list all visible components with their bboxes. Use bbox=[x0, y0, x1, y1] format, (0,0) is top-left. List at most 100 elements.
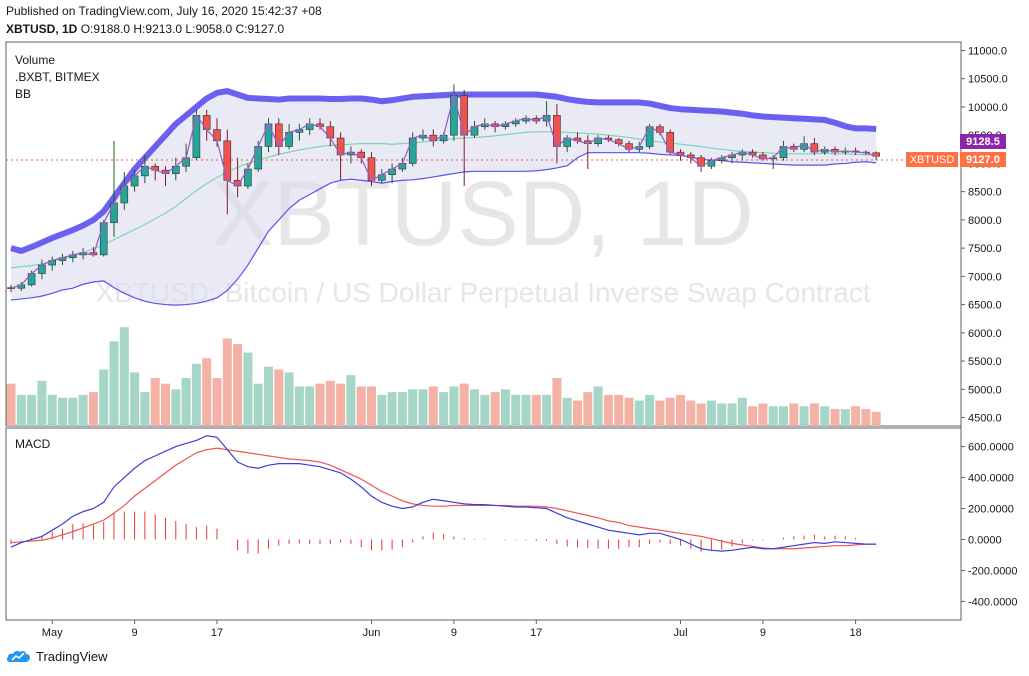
volume-bar bbox=[665, 397, 675, 426]
volume-bar bbox=[212, 378, 222, 426]
time-tick-label: 9 bbox=[760, 627, 766, 639]
macd-axis[interactable]: 600.0000 400.0000 200.0000 0.0000 -200.0000 -… bbox=[961, 442, 1018, 609]
volume-bar bbox=[645, 394, 655, 426]
volume-bar bbox=[737, 397, 747, 426]
tradingview-cloud-icon bbox=[6, 650, 30, 662]
volume-bar bbox=[88, 392, 98, 426]
volume-bar bbox=[6, 383, 16, 426]
volume-bar bbox=[500, 389, 510, 426]
volume-bar bbox=[181, 378, 191, 426]
price-tick-label: 5000.0 bbox=[968, 384, 1002, 396]
price-tick-label: 6000.0 bbox=[968, 328, 1002, 340]
volume-bar bbox=[243, 352, 253, 426]
tradingview-brand: TradingView bbox=[36, 648, 108, 664]
time-tick-label: 17 bbox=[530, 627, 542, 639]
volume-bar bbox=[459, 383, 469, 426]
close-line bbox=[10, 93, 877, 289]
volume-bar bbox=[727, 403, 737, 426]
legend-source: .BXBT, BITMEX bbox=[15, 70, 100, 84]
volume-bar bbox=[851, 406, 861, 426]
price-tick-label: 7000.0 bbox=[968, 271, 1002, 283]
volume-bar bbox=[202, 358, 212, 426]
volume-bar bbox=[830, 409, 840, 426]
volume-bar bbox=[253, 383, 263, 426]
volume-bar bbox=[264, 366, 273, 426]
price-tick-label: 5500.0 bbox=[968, 356, 1002, 368]
price-tick-label: 8500.0 bbox=[968, 187, 1002, 199]
candle-body bbox=[99, 222, 108, 256]
volume-bar bbox=[840, 409, 850, 426]
macd-line bbox=[10, 435, 877, 552]
macd-tick-label: -200.0000 bbox=[968, 565, 1018, 577]
volume-bar bbox=[16, 394, 26, 426]
volume-bar bbox=[336, 383, 346, 426]
volume-bar bbox=[274, 369, 284, 426]
candle-body bbox=[285, 132, 293, 147]
volume-bar bbox=[161, 383, 170, 426]
volume-bar bbox=[408, 389, 418, 426]
price-tick-label: 10500.0 bbox=[968, 74, 1008, 86]
volume-bar bbox=[511, 394, 521, 426]
volume-bar bbox=[583, 392, 593, 426]
volume-bar bbox=[325, 380, 335, 426]
macd-tick-label: 600.0000 bbox=[968, 442, 1014, 454]
volume-bar bbox=[614, 394, 624, 426]
volume-bar bbox=[562, 397, 572, 426]
legend-volume[interactable]: Volume bbox=[15, 53, 55, 67]
price-tick-label: 7500.0 bbox=[968, 243, 1002, 255]
volume-bar bbox=[871, 411, 881, 426]
candle-body bbox=[336, 137, 345, 156]
candle-body bbox=[244, 168, 252, 187]
volume-bar bbox=[191, 363, 201, 426]
volume-bar bbox=[768, 406, 778, 426]
volume-bar bbox=[37, 380, 47, 426]
price-tick-label: 11000.0 bbox=[968, 45, 1007, 57]
candle-body bbox=[450, 95, 458, 136]
volume-bar bbox=[490, 392, 500, 426]
candles bbox=[7, 84, 881, 293]
legend-bb[interactable]: BB bbox=[15, 87, 31, 101]
time-tick-label: 18 bbox=[849, 627, 861, 639]
volume-bar bbox=[573, 400, 582, 426]
volume-bar bbox=[428, 386, 438, 426]
time-tick-label: 17 bbox=[211, 627, 223, 639]
volume-bar bbox=[418, 389, 428, 426]
candle-body bbox=[254, 146, 262, 170]
volume-bar bbox=[686, 400, 696, 426]
macd-indicator bbox=[10, 435, 877, 554]
volume-bar bbox=[655, 400, 665, 426]
symbol-header: XBTUSD, 1D O:9188.0 H:9213.0 L:9058.0 C:… bbox=[6, 22, 284, 36]
candle-body bbox=[666, 132, 675, 153]
volume-bar bbox=[284, 372, 294, 426]
volume-bar bbox=[531, 394, 541, 426]
candle-body bbox=[460, 95, 469, 136]
price-tick-label: 6500.0 bbox=[968, 300, 1002, 312]
volume-bar bbox=[439, 392, 449, 426]
volume-bar bbox=[789, 403, 799, 426]
published-caption: Published on TradingView.com, July 16, 2… bbox=[6, 4, 322, 18]
candle-body bbox=[326, 126, 335, 139]
volume-bar bbox=[47, 394, 57, 426]
volume-bar bbox=[294, 386, 304, 426]
volume-bar bbox=[387, 392, 397, 426]
time-axis[interactable]: May 9 17 Jun 9 17 Jul 9 18 bbox=[42, 620, 862, 639]
time-tick-label: 9 bbox=[451, 627, 457, 639]
volume-bar bbox=[676, 394, 685, 426]
volume-bar bbox=[222, 338, 232, 426]
candle-body bbox=[645, 126, 654, 147]
volume-bar bbox=[58, 397, 67, 426]
candle-body bbox=[192, 115, 201, 159]
price-axis[interactable]: 11000.010500.010000.09500.09000.08500.08… bbox=[961, 45, 1008, 425]
price-tick-label: 4500.0 bbox=[968, 413, 1002, 425]
symbol-label[interactable]: XBTUSD, 1D bbox=[6, 22, 78, 36]
legend-macd[interactable]: MACD bbox=[15, 437, 51, 451]
volume-bar bbox=[367, 386, 376, 426]
volume-bar bbox=[315, 383, 325, 426]
tradingview-logo[interactable]: TradingView bbox=[6, 648, 108, 664]
time-tick-label: 9 bbox=[132, 627, 138, 639]
volume-bar bbox=[397, 392, 407, 426]
bb-upper-line bbox=[10, 88, 877, 254]
macd-pane-frame bbox=[5, 427, 962, 621]
volume-bar bbox=[377, 394, 387, 426]
